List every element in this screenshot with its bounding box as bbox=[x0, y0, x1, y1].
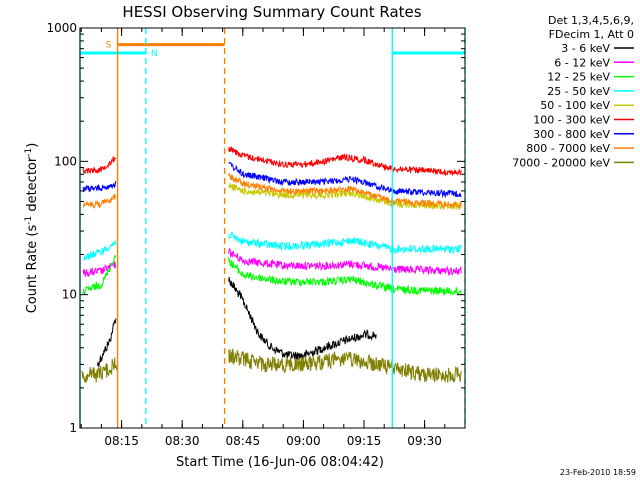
x-tick-label-4: 09:15 bbox=[347, 434, 382, 448]
legend-label-4: 50 - 100 keV bbox=[540, 99, 610, 112]
chart-title: HESSI Observing Summary Count Rates bbox=[122, 3, 421, 21]
x-tick-label-2: 08:45 bbox=[226, 434, 261, 448]
series-7-segment-1 bbox=[228, 173, 462, 210]
y-axis-label: Count Rate (s-1 detector-1) bbox=[24, 143, 40, 314]
legend-header-line2: FDecim 1, Att 0 bbox=[549, 28, 634, 41]
y-tick-label-3: 1000 bbox=[46, 21, 77, 35]
plot-frame bbox=[79, 27, 466, 429]
series-1-segment-0 bbox=[82, 261, 117, 277]
legend-header-line1: Det 1,3,4,5,6,9, bbox=[548, 14, 634, 27]
legend-label-8: 7000 - 20000 keV bbox=[512, 156, 610, 169]
flag-label-1: N bbox=[151, 49, 158, 59]
legend: Det 1,3,4,5,6,9, FDecim 1, Att 0 3 - 6 k… bbox=[512, 14, 634, 169]
series-0-segment-0 bbox=[96, 318, 117, 367]
legend-label-7: 800 - 7000 keV bbox=[526, 142, 610, 155]
data-layer bbox=[81, 146, 462, 384]
axis-layer: 1 10 100 1000 08:15 08:30 08:45 09:00 09:15 09:30 bbox=[46, 21, 466, 448]
series-6-segment-0 bbox=[82, 180, 117, 193]
x-tick-label-0: 08:15 bbox=[104, 434, 139, 448]
series-3-segment-1 bbox=[228, 231, 462, 255]
legend-label-1: 6 - 12 keV bbox=[554, 56, 610, 69]
y-tick-label-1: 10 bbox=[62, 288, 77, 302]
legend-label-6: 300 - 800 keV bbox=[533, 128, 610, 141]
y-axis-label-part3: ) bbox=[25, 143, 40, 148]
series-7-segment-0 bbox=[83, 193, 117, 210]
series-5-segment-0 bbox=[82, 156, 117, 174]
x-tick-label-3: 09:00 bbox=[286, 434, 321, 448]
y-axis-label-sup2: -1 bbox=[24, 148, 34, 157]
legend-label-2: 12 - 25 keV bbox=[547, 71, 610, 84]
legend-label-5: 100 - 300 keV bbox=[533, 114, 610, 127]
series-8-segment-0 bbox=[81, 357, 118, 384]
series-2-segment-0 bbox=[82, 254, 117, 295]
series-2-segment-1 bbox=[228, 256, 462, 296]
series-3-segment-0 bbox=[83, 240, 117, 261]
series-5-segment-1 bbox=[228, 146, 462, 177]
y-axis-label-sup1: -1 bbox=[24, 216, 34, 225]
x-axis-label: Start Time (16-Jun-06 08:04:42) bbox=[176, 455, 384, 470]
legend-label-0: 3 - 6 keV bbox=[561, 42, 610, 55]
flag-label-0: S bbox=[106, 41, 112, 51]
flag-layer: SN bbox=[80, 41, 465, 59]
x-tick-label-1: 08:30 bbox=[165, 434, 200, 448]
series-1-segment-1 bbox=[228, 247, 462, 277]
x-tick-label-5: 09:30 bbox=[407, 434, 442, 448]
y-axis-label-part1: Count Rate (s bbox=[25, 225, 40, 314]
series-8-segment-1 bbox=[228, 348, 462, 383]
y-tick-label-2: 100 bbox=[54, 154, 77, 168]
footer-date: 23-Feb-2010 18:59 bbox=[560, 468, 636, 477]
legend-label-3: 25 - 50 keV bbox=[547, 85, 610, 98]
y-axis-label-part2: detector bbox=[25, 156, 40, 216]
series-0-segment-1 bbox=[228, 277, 377, 360]
series-6-segment-1 bbox=[228, 161, 462, 199]
y-tick-label-0: 1 bbox=[69, 421, 77, 435]
